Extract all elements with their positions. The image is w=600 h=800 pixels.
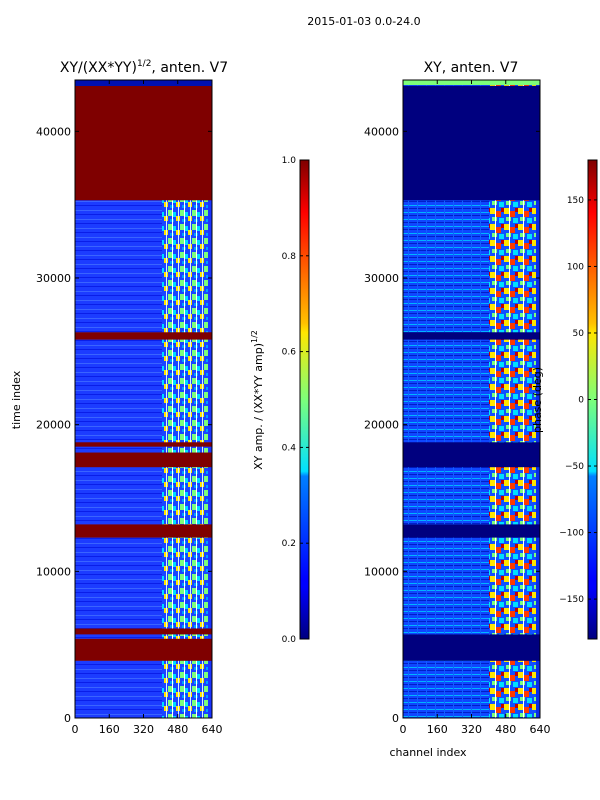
panel2-ytick-label: 20000 bbox=[364, 419, 399, 432]
panel2-xtick-label: 160 bbox=[427, 723, 448, 736]
panel1-colorbar-tick-label: 0.6 bbox=[282, 348, 297, 358]
figure-suptitle: 2015-01-03 0.0-24.0 bbox=[307, 15, 420, 28]
panel1-xtick-label: 0 bbox=[72, 723, 79, 736]
panel2-heatmap bbox=[403, 80, 540, 718]
panel1-ylabel: time index bbox=[10, 370, 23, 429]
panel2-xlabel: channel index bbox=[389, 746, 467, 759]
panel2-axes: 0 160 320 480 640 0 10000 20000 30000 40000 bbox=[364, 80, 551, 736]
panel2-colorbar-tick-label: −50 bbox=[565, 462, 584, 472]
panel1-title-main: XY/(XX*YY) bbox=[60, 60, 137, 76]
panel2-colorbar-ticks: −150 −100 −50 0 50 100 150 bbox=[559, 196, 597, 605]
panel1-ytick-label: 10000 bbox=[36, 565, 71, 578]
panel2-colorbar-tick-label: −150 bbox=[559, 595, 584, 605]
panel2-xtick-label: 640 bbox=[530, 723, 551, 736]
panel2-xtick-label: 0 bbox=[400, 723, 407, 736]
panel1-band bbox=[75, 85, 212, 201]
panel1-colorbar-gradient bbox=[299, 159, 310, 640]
panel2-band bbox=[403, 332, 540, 340]
panel2-band bbox=[403, 634, 540, 661]
panel1-band bbox=[75, 628, 212, 635]
panel1-xtick-label: 640 bbox=[202, 723, 223, 736]
panel2-colorbar-tick-label: 100 bbox=[567, 262, 584, 272]
panel2-ytick-label: 10000 bbox=[364, 565, 399, 578]
panel2-band bbox=[403, 85, 540, 201]
panel1-ytick-label: 0 bbox=[64, 712, 71, 725]
panel1-colorbar-ticks: 0.0 0.2 0.4 0.6 0.8 1.0 bbox=[282, 156, 309, 645]
panel1-xtick-label: 160 bbox=[99, 723, 120, 736]
panel2-ytick-label: 0 bbox=[392, 712, 399, 725]
panel1-colorbar-label: XY amp. / (XX*YY amp)1/2 bbox=[250, 330, 265, 470]
panel1-title-suffix: , anten. V7 bbox=[151, 60, 228, 76]
panel1-colorbar-tick-label: 0.4 bbox=[282, 443, 297, 453]
panel2-xtick-label: 480 bbox=[495, 723, 516, 736]
panel1-title-exponent: 1/2 bbox=[137, 59, 151, 69]
panel1-band bbox=[75, 638, 212, 661]
panel1-band bbox=[75, 442, 212, 447]
panel2-colorbar: −150 −100 −50 0 50 100 150 phase (deg) bbox=[531, 159, 598, 640]
panel1-band bbox=[75, 452, 212, 468]
panel1-colorbar-label-main: XY amp. / (XX*YY amp) bbox=[252, 343, 265, 470]
panel2-ytick-label: 30000 bbox=[364, 272, 399, 285]
panel1-colorbar-tick-label: 0.8 bbox=[282, 252, 297, 262]
panel1-xtick-label: 480 bbox=[167, 723, 188, 736]
panel1-colorbar-tick-label: 0.2 bbox=[282, 539, 296, 549]
panel2-colorbar-tick-label: 0 bbox=[578, 396, 584, 406]
panel2-title: XY, anten. V7 bbox=[424, 60, 519, 76]
panel2-band bbox=[403, 442, 540, 468]
panel2-ytick-label: 40000 bbox=[364, 125, 399, 138]
panel2-colorbar-label: phase (deg) bbox=[531, 367, 544, 433]
panel1-axes: 0 160 320 480 640 0 10000 20000 30000 40000 bbox=[36, 80, 223, 736]
panel1-heatmap bbox=[75, 80, 212, 718]
panel2-colorbar-tick-label: 50 bbox=[573, 329, 585, 339]
panel1-xtick-label: 320 bbox=[133, 723, 154, 736]
panel2-colorbar-tick-label: 150 bbox=[567, 196, 584, 206]
panel2-xtick-label: 320 bbox=[461, 723, 482, 736]
panel1-colorbar-tick-label: 1.0 bbox=[282, 156, 297, 166]
panel-amplitude: XY/(XX*YY)1/2, anten. V7 0 160 320 480 64001… bbox=[10, 59, 310, 736]
panel1-band bbox=[75, 524, 212, 538]
panel1-saturated-bands bbox=[75, 85, 212, 661]
panel2-colorbar-tick-label: −100 bbox=[559, 529, 584, 539]
panel1-band bbox=[75, 332, 212, 340]
panel-phase: XY, anten. V7 0 160 320 480 640 0 10000 20000 30… bbox=[364, 60, 598, 759]
panel1-ytick-label: 30000 bbox=[36, 272, 71, 285]
panel1-title: XY/(XX*YY)1/2, anten. V7 bbox=[60, 59, 228, 76]
panel1-colorbar-tick-label: 0.0 bbox=[282, 635, 297, 645]
panel1-ytick-label: 40000 bbox=[36, 125, 71, 138]
panel2-band bbox=[403, 524, 540, 538]
panel1-colorbar-label-exponent: 1/2 bbox=[250, 330, 259, 343]
panel1-colorbar: 0.0 0.2 0.4 0.6 0.8 1.0 XY amp. / (XX*YY amp)… bbox=[250, 156, 310, 645]
panel1-ytick-label: 20000 bbox=[36, 419, 71, 432]
panel2-uniform-bands bbox=[403, 85, 540, 661]
